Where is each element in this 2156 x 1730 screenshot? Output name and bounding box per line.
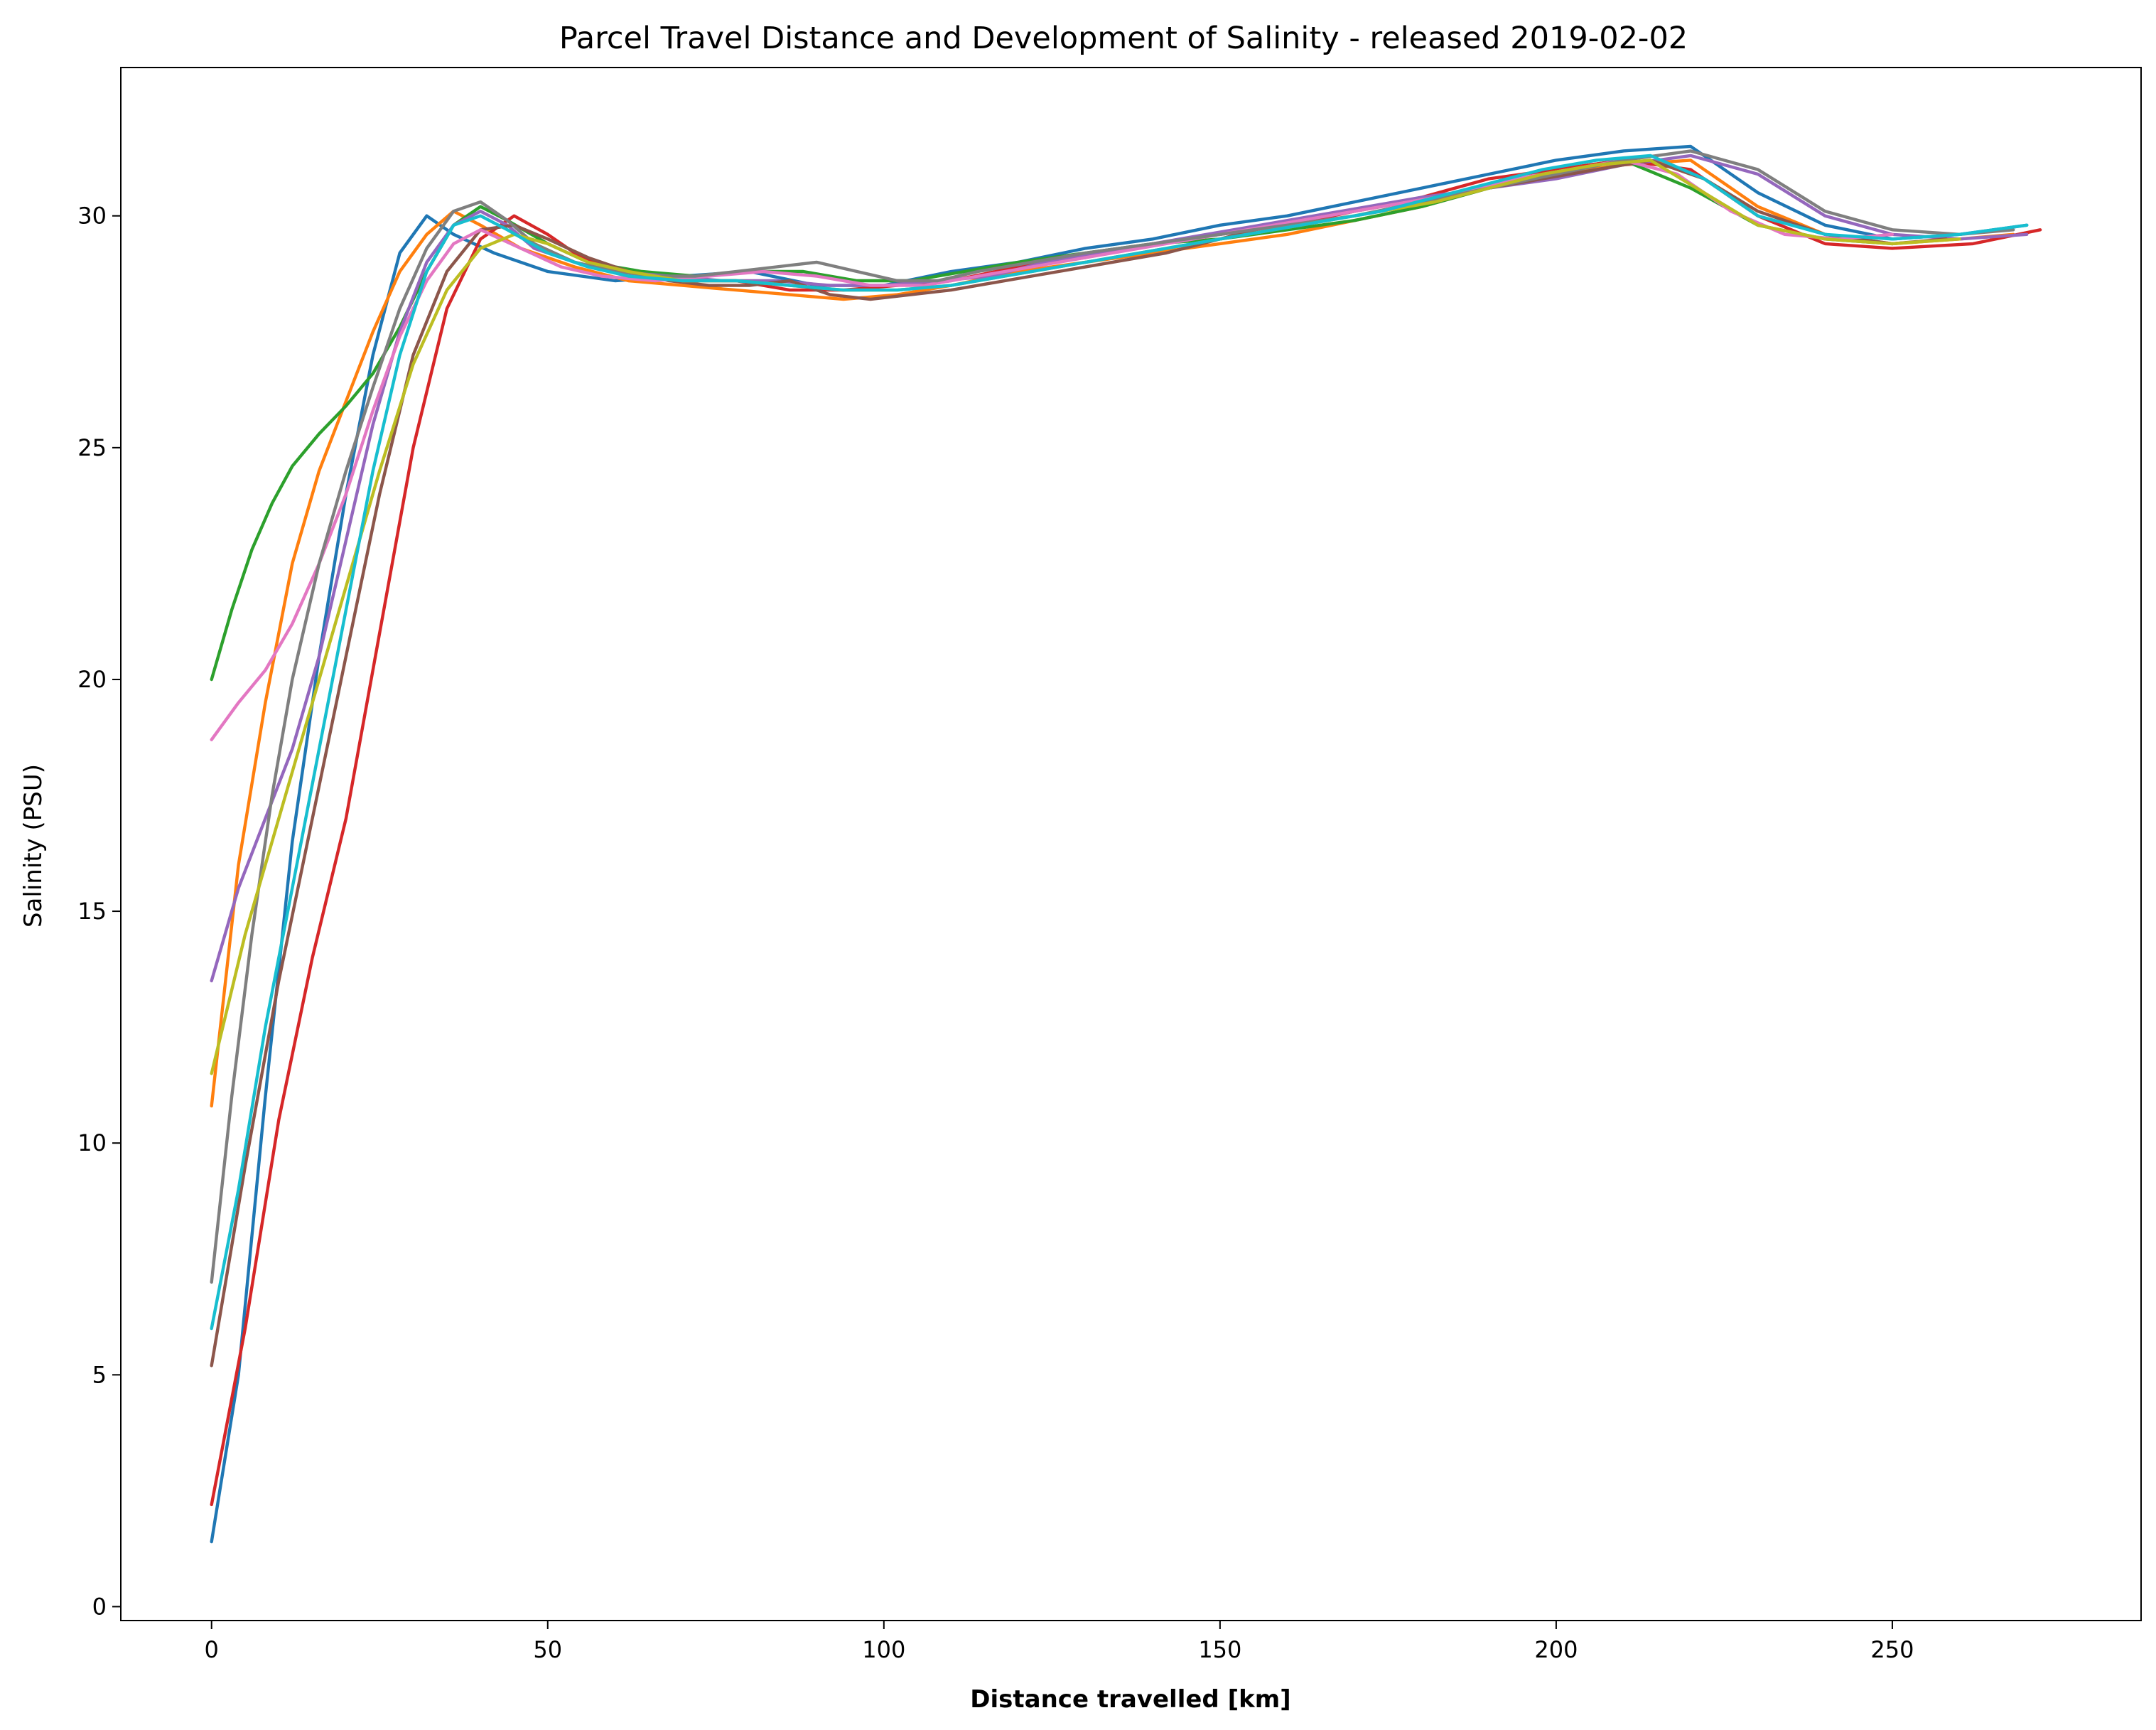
series-line: [210, 154, 2029, 1331]
y-axis-ticks: 0 5 10 15 20 25 30: [77, 203, 121, 1620]
y-axis-label: Salinity (PSU): [19, 764, 48, 928]
x-axis-ticks: 0 50 100 150 200 250: [205, 1621, 1914, 1663]
chart-title: Parcel Travel Distance and Development o…: [559, 21, 1688, 56]
y-tick-label: 10: [77, 1129, 107, 1156]
series-lines: [210, 144, 2042, 1544]
x-tick-label: 250: [1870, 1636, 1914, 1663]
y-tick-label: 15: [77, 898, 107, 925]
y-tick-label: 20: [77, 666, 107, 693]
y-tick-label: 0: [92, 1593, 107, 1620]
x-tick-label: 0: [205, 1636, 219, 1663]
x-axis-label: Distance travelled [km]: [970, 1685, 1290, 1714]
y-tick-label: 25: [77, 434, 107, 461]
y-tick-label: 5: [92, 1361, 107, 1388]
series-line: [210, 159, 1948, 1368]
x-tick-label: 150: [1198, 1636, 1241, 1663]
x-tick-label: 50: [533, 1636, 562, 1663]
y-tick-label: 30: [77, 203, 107, 230]
plot-area: [120, 67, 2142, 1621]
x-tick-label: 100: [862, 1636, 905, 1663]
x-tick-label: 200: [1534, 1636, 1578, 1663]
